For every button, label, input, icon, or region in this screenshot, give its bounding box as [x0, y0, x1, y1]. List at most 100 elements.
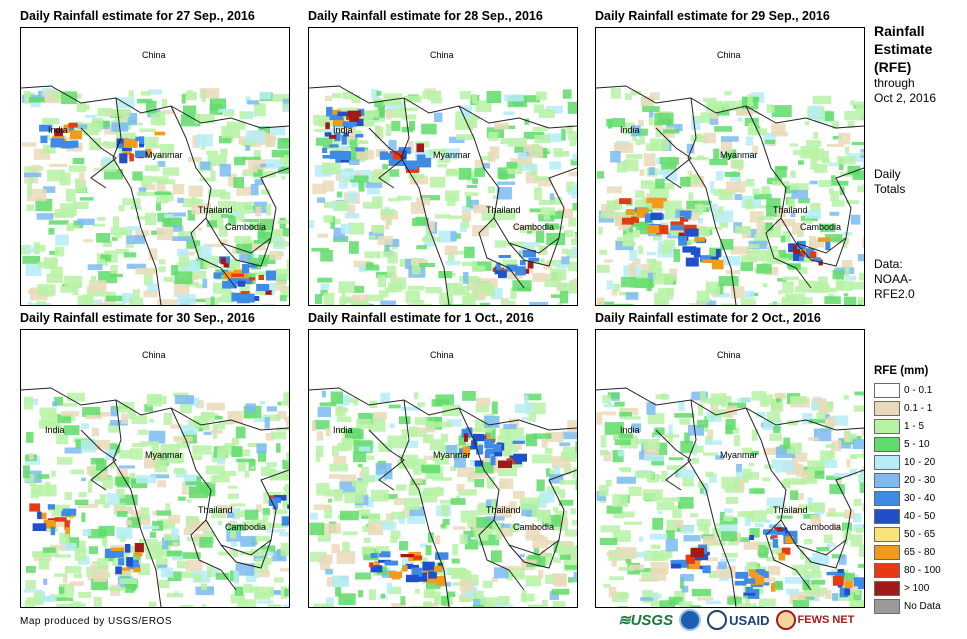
label-thailand: Thailand: [486, 205, 521, 215]
legend-label: No Data: [904, 600, 941, 612]
label-india: India: [620, 125, 640, 135]
legend-row: 30 - 40: [874, 489, 941, 507]
rainfall-raster: [596, 85, 864, 305]
map-panel-4: Daily Rainfall estimate for 30 Sep., 201…: [20, 310, 302, 608]
legend-title: RFE (mm): [874, 365, 929, 377]
map-credit: Map produced by USGS/EROS: [20, 616, 173, 627]
country-boundary: [368, 127, 405, 189]
country-boundary: [112, 399, 162, 607]
country-boundary: [190, 217, 237, 289]
usaid-logo: USAID: [707, 610, 770, 630]
country-boundary: [309, 85, 577, 129]
sidebar-totals: Totals: [874, 182, 906, 196]
legend-row: 40 - 50: [874, 507, 941, 525]
label-cambodia: Cambodia: [513, 522, 555, 532]
legend-label: 0 - 0.1: [904, 384, 933, 396]
legend-swatch: [874, 436, 900, 452]
label-myanmar: Myanmar: [433, 150, 471, 160]
map-panel-1: Daily Rainfall estimate for 27 Sep., 201…: [20, 8, 302, 306]
sidebar-title-line: (RFE): [874, 59, 912, 75]
rainfall-map: [595, 329, 865, 608]
sidebar-data-label: Data:: [874, 257, 903, 271]
country-boundary: [21, 387, 289, 431]
legend-label: 50 - 65: [904, 528, 936, 540]
legend-row: 80 - 100: [874, 561, 941, 579]
label-thailand: Thailand: [198, 205, 233, 215]
legend-label: 1 - 5: [904, 420, 925, 432]
legend-swatch: [874, 544, 900, 560]
panel-title: Daily Rainfall estimate for 30 Sep., 201…: [20, 311, 255, 325]
legend-swatch: [874, 508, 900, 524]
rainfall-map: [308, 27, 578, 306]
label-india: India: [333, 425, 353, 435]
country-boundary: [21, 85, 289, 129]
label-china: China: [142, 50, 166, 60]
legend-label: 0.1 - 1: [904, 402, 933, 414]
label-myanmar: Myanmar: [145, 150, 183, 160]
country-boundary: [80, 429, 117, 491]
label-india: India: [45, 425, 65, 435]
usaid-seal-icon: [707, 610, 728, 630]
noaa-seal-icon: [679, 609, 702, 631]
country-boundary: [596, 85, 864, 129]
legend-row: > 100: [874, 579, 941, 597]
usgs-logo: ≋ USGS: [618, 611, 674, 630]
label-myanmar: Myanmar: [720, 450, 758, 460]
legend-row: 65 - 80: [874, 543, 941, 561]
country-boundary: [190, 519, 237, 591]
label-china: China: [717, 350, 741, 360]
sidebar-title-block: Rainfall Estimate (RFE) through Oct 2, 2…: [874, 22, 936, 106]
legend-swatch: [874, 526, 900, 542]
country-boundary: [765, 519, 812, 591]
panel-title: Daily Rainfall estimate for 27 Sep., 201…: [20, 9, 255, 23]
label-thailand: Thailand: [773, 505, 808, 515]
legend-swatch: [874, 454, 900, 470]
country-boundary: [309, 387, 577, 431]
label-cambodia: Cambodia: [800, 522, 842, 532]
legend-swatch: [874, 562, 900, 578]
legend-row: 0.1 - 1: [874, 399, 941, 417]
panel-title: Daily Rainfall estimate for 1 Oct., 2016: [308, 311, 534, 325]
label-india: India: [620, 425, 640, 435]
country-boundary: [400, 399, 450, 607]
rainfall-raster: [21, 85, 289, 305]
sidebar-date: Oct 2, 2016: [874, 91, 937, 105]
country-boundary: [687, 399, 737, 607]
legend-row: 10 - 20: [874, 453, 941, 471]
fews-net-logo: FEWS NET: [775, 610, 854, 630]
fews-seal-icon: [775, 610, 796, 630]
rainfall-raster: [309, 85, 577, 305]
legend-label: 80 - 100: [904, 564, 941, 576]
label-india: India: [48, 125, 68, 135]
legend-swatch: [874, 400, 900, 416]
country-boundary: [596, 387, 864, 431]
rainfall-raster: [596, 387, 864, 607]
rainfall-map: [308, 329, 578, 608]
sidebar-data-source: Data: NOAA- RFE2.0: [874, 257, 915, 302]
label-cambodia: Cambodia: [225, 222, 267, 232]
country-boundary: [687, 97, 737, 305]
legend-row: 0 - 0.1: [874, 381, 941, 399]
legend-label: 65 - 80: [904, 546, 936, 558]
rainfall-raster: [21, 387, 289, 607]
legend-swatch: [874, 580, 900, 596]
label-myanmar: Myanmar: [145, 450, 183, 460]
label-china: China: [142, 350, 166, 360]
legend-swatch: [874, 382, 900, 398]
label-india: India: [333, 125, 353, 135]
panel-title: Daily Rainfall estimate for 29 Sep., 201…: [595, 9, 830, 23]
panel-title: Daily Rainfall estimate for 2 Oct., 2016: [595, 311, 821, 325]
map-panel-2: Daily Rainfall estimate for 28 Sep., 201…: [308, 8, 590, 306]
label-thailand: Thailand: [773, 205, 808, 215]
legend-row: 1 - 5: [874, 417, 941, 435]
country-boundary: [655, 429, 692, 491]
country-boundary: [80, 127, 117, 189]
rainfall-map: [595, 27, 865, 306]
legend-swatch: [874, 472, 900, 488]
label-cambodia: Cambodia: [800, 222, 842, 232]
label-cambodia: Cambodia: [225, 522, 267, 532]
rainfall-raster: [309, 387, 577, 607]
country-boundary: [478, 217, 525, 289]
country-boundary: [795, 539, 847, 569]
country-boundary: [765, 217, 812, 289]
